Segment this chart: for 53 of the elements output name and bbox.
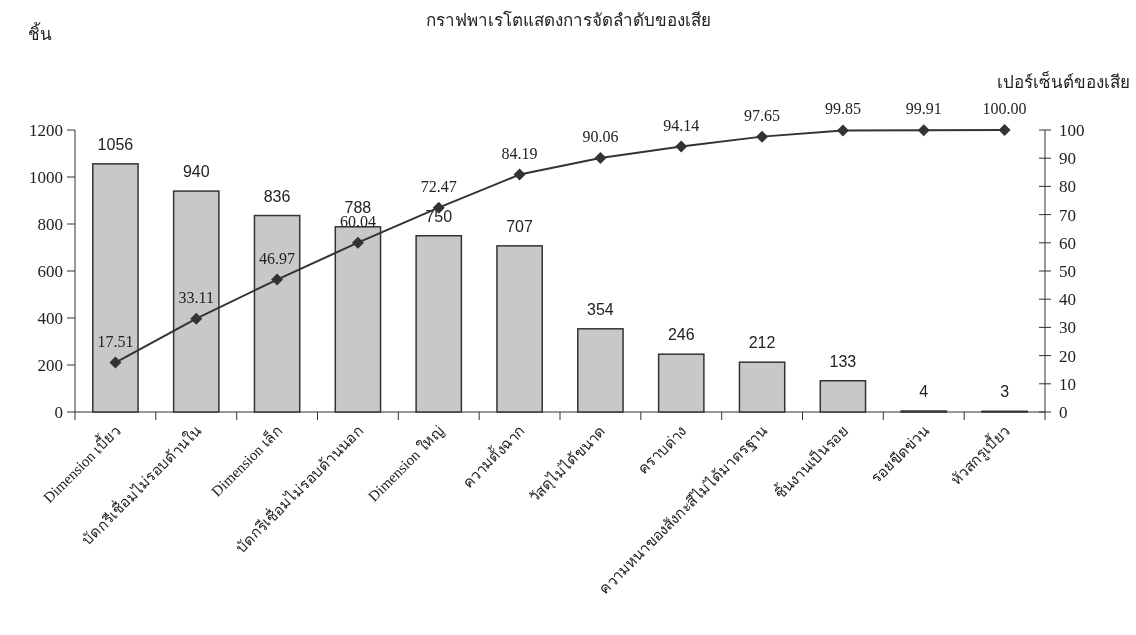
y-tick-label: 400: [37, 309, 63, 328]
point: [998, 124, 1011, 136]
y2-tick-label: 0: [1059, 403, 1068, 422]
point: [190, 312, 203, 325]
data-label: 1056: [97, 135, 134, 153]
y-tick-label: 200: [37, 356, 63, 375]
data-label: 100.00: [982, 100, 1027, 117]
y-tick-label: 600: [37, 262, 63, 281]
y2-axis-title: เปอร์เซ็นต์ของเสีย: [997, 71, 1130, 92]
data-label: 4: [919, 383, 929, 401]
point: [917, 124, 930, 137]
data-label: 90.06: [582, 128, 619, 146]
y2-tick-label: 20: [1059, 346, 1076, 366]
chart-title: กราฟพาเรโตแสดงการจัดลำดับของเสีย: [425, 10, 711, 30]
data-label: 354: [587, 300, 614, 318]
y2-tick-label: 80: [1059, 177, 1076, 197]
data-label: 84.19: [501, 144, 538, 162]
data-label: 97.65: [744, 106, 781, 124]
point: [513, 168, 526, 181]
y2-tick-label: 10: [1059, 374, 1076, 394]
y-tick-label: 800: [37, 215, 63, 234]
y-tick-label: 1200: [29, 121, 63, 140]
data-label: 17.51: [97, 332, 134, 350]
data-label: 99.91: [905, 100, 942, 118]
data-label: 33.11: [178, 288, 214, 306]
point: [836, 124, 849, 137]
data-label: 707: [506, 217, 534, 235]
data-label: 246: [667, 326, 695, 344]
y2-tick-label: 60: [1059, 233, 1076, 253]
y2-tick-label: 70: [1059, 205, 1076, 225]
point: [675, 140, 688, 153]
data-label: 72.47: [420, 177, 457, 195]
point: [109, 356, 122, 369]
y-tick-label: 0: [54, 403, 63, 422]
y2-tick-label: 40: [1059, 290, 1076, 310]
y2-tick-label: 30: [1059, 318, 1076, 338]
y-tick-label: 1000: [29, 168, 63, 187]
data-label: 836: [263, 187, 291, 205]
data-label: 133: [829, 352, 857, 370]
point: [594, 152, 607, 165]
data-label: 940: [182, 163, 210, 181]
data-label: 46.97: [259, 249, 296, 267]
data-label: 99.85: [824, 100, 861, 118]
data-label: 3: [1000, 383, 1010, 401]
data-label: 212: [748, 334, 776, 352]
point: [351, 236, 364, 249]
y2-tick-label: 90: [1059, 149, 1076, 169]
y-axis-title: ชิ้น: [28, 22, 52, 44]
point: [756, 130, 769, 143]
y2-tick-label: 100: [1059, 121, 1085, 140]
y2-tick-label: 50: [1059, 262, 1076, 281]
point: [271, 273, 284, 286]
data-label: 94.14: [663, 116, 700, 134]
